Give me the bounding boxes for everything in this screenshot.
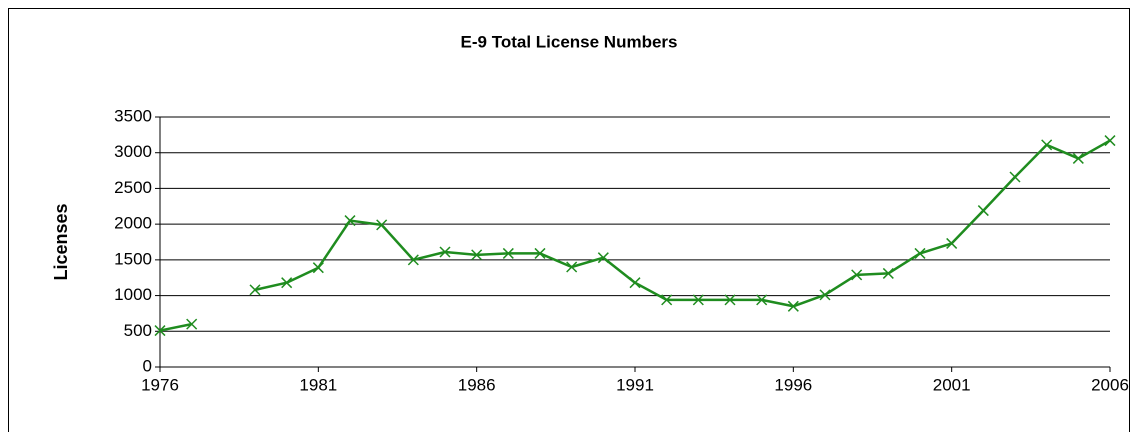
data-point	[471, 249, 483, 261]
data-point	[439, 246, 451, 258]
data-point	[851, 269, 863, 281]
y-tick-label: 500	[124, 321, 152, 340]
data-point	[882, 267, 894, 279]
data-point	[312, 262, 324, 274]
y-tick-label: 0	[143, 356, 152, 375]
data-point	[661, 294, 673, 306]
data-point	[249, 284, 261, 296]
chart-title: E-9 Total License Numbers	[461, 32, 678, 51]
y-tick-label: 2000	[114, 214, 152, 233]
data-point	[186, 318, 198, 330]
data-point	[376, 219, 388, 231]
y-tick-label: 1000	[114, 285, 152, 304]
data-point	[502, 247, 514, 259]
data-point	[1104, 135, 1116, 147]
data-point	[1041, 139, 1053, 151]
data-point	[344, 215, 356, 227]
data-point	[281, 277, 293, 289]
x-tick-label: 1986	[458, 375, 496, 394]
y-tick-label: 1500	[114, 249, 152, 268]
data-point	[819, 289, 831, 301]
y-axis-label: Licenses	[51, 203, 71, 280]
data-point	[597, 252, 609, 264]
data-point	[1072, 152, 1084, 164]
x-tick-label: 1996	[774, 375, 812, 394]
chart-frame	[8, 8, 1130, 432]
x-tick-label: 1976	[141, 375, 179, 394]
data-point	[756, 294, 768, 306]
data-point	[787, 300, 799, 312]
data-point	[724, 294, 736, 306]
x-tick-label: 1991	[616, 375, 654, 394]
y-tick-label: 3500	[114, 106, 152, 125]
data-point	[977, 205, 989, 217]
data-point	[692, 294, 704, 306]
data-point	[534, 247, 546, 259]
data-line	[159, 139, 1111, 332]
data-point	[566, 261, 578, 273]
data-point	[407, 254, 419, 266]
y-tick-label: 2500	[114, 178, 152, 197]
y-tick-label: 3000	[114, 142, 152, 161]
data-point	[154, 325, 166, 337]
x-tick-label: 1981	[299, 375, 337, 394]
data-point	[946, 237, 958, 249]
data-point	[1009, 171, 1021, 183]
x-tick-label: 2001	[933, 375, 971, 394]
data-point	[629, 277, 641, 289]
data-point	[914, 247, 926, 259]
x-tick-label: 2006	[1091, 375, 1129, 394]
